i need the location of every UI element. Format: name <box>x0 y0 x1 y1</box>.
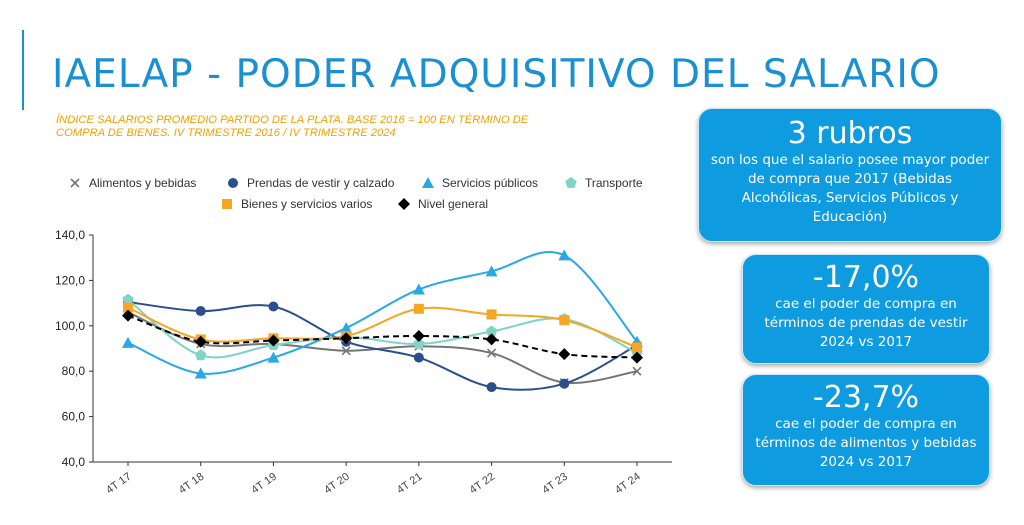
data-point-series-3 <box>195 349 207 361</box>
y-tick-label: 140,0 <box>55 228 85 242</box>
y-tick-label: 40,0 <box>62 455 86 469</box>
legend-label-5: Nivel general <box>418 197 488 211</box>
series-line-4 <box>127 306 638 349</box>
data-point-series-2 <box>485 265 498 277</box>
x-tick-label: 4T 24 <box>613 471 643 497</box>
data-point-series-2 <box>194 367 207 379</box>
data-point-series-3 <box>485 325 498 337</box>
data-point-series-2 <box>558 249 571 261</box>
y-tick-label: 100,0 <box>55 319 85 333</box>
legend-marker-2 <box>422 177 434 188</box>
data-point-series-0 <box>632 366 642 376</box>
data-point-series-0 <box>487 348 497 358</box>
data-point-series-1 <box>559 378 570 389</box>
page-title: IAELAP - PODER ADQUISITIVO DEL SALARIO <box>52 52 941 97</box>
data-point-series-1 <box>195 306 206 317</box>
y-tick-label: 80,0 <box>62 364 86 378</box>
data-point-series-1 <box>486 382 497 393</box>
data-point-series-5 <box>194 335 207 348</box>
data-point-series-2 <box>412 283 425 295</box>
legend-marker-1 <box>228 178 238 188</box>
data-point-series-5 <box>412 330 425 343</box>
y-tick-label: 120,0 <box>55 273 85 287</box>
data-point-series-4 <box>413 303 424 314</box>
data-point-series-4 <box>486 309 497 320</box>
data-point-series-5 <box>122 309 134 322</box>
card-rubros-text: son los que el salario posee mayor poder… <box>710 152 990 225</box>
legend-label-2: Servicios públicos <box>442 176 538 190</box>
card-rubros-value: 3 rubros <box>787 116 913 151</box>
data-point-series-0 <box>341 346 351 356</box>
card-alimentos-text: cae el poder de compra en términos de al… <box>755 416 977 470</box>
data-point-series-3 <box>413 338 425 349</box>
legend-marker-3 <box>565 177 577 188</box>
data-point-series-4 <box>123 302 133 313</box>
x-tick-label: 4T 22 <box>468 471 498 497</box>
info-card-rubros: 3 rubros son los que el salario posee ma… <box>698 108 1002 242</box>
legend-label-0: Alimentos y bebidas <box>89 176 196 190</box>
legend-marker-0 <box>70 178 80 188</box>
info-card-alimentos: -23,7% cae el poder de compra en término… <box>742 374 990 486</box>
data-point-series-5 <box>340 332 353 345</box>
data-point-series-5 <box>485 333 498 346</box>
x-tick-label: 4T 21 <box>395 471 425 497</box>
data-point-series-1 <box>413 352 424 363</box>
legend-marker-5 <box>398 198 410 210</box>
chart-subtitle: ÍNDICE SALARIOS PROMEDIO PARTIDO DE LA P… <box>56 114 529 139</box>
data-point-series-5 <box>631 351 643 364</box>
data-point-series-2 <box>267 351 280 363</box>
accent-divider-line <box>22 30 24 110</box>
x-tick-label: 4T 20 <box>322 471 352 497</box>
y-tick-label: 60,0 <box>62 410 86 424</box>
x-tick-label: 4T 18 <box>177 471 207 497</box>
x-tick-label: 4T 17 <box>104 471 134 497</box>
legend-label-4: Bienes y servicios varios <box>241 197 372 211</box>
card-prendas-value: -17,0% <box>812 260 920 295</box>
data-point-series-1 <box>268 301 279 312</box>
line-chart: 40,0 60,0 80,0 100,0 120,0 140,0 4T 17 4T 18 4T … <box>55 176 672 497</box>
legend-label-3: Transporte <box>585 176 643 190</box>
info-card-prendas: -17,0% cae el poder de compra en término… <box>742 254 990 364</box>
legend-label-1: Prendas de vestir y calzado <box>247 176 395 190</box>
data-point-series-4 <box>632 342 642 353</box>
data-point-series-5 <box>558 348 571 361</box>
data-point-series-2 <box>122 336 134 348</box>
legend-marker-4 <box>222 199 232 209</box>
data-point-series-3 <box>122 293 134 305</box>
series-line-5 <box>127 314 638 359</box>
series-line-0 <box>127 311 638 385</box>
card-alimentos-value: -23,7% <box>812 380 920 415</box>
data-point-series-5 <box>267 334 280 347</box>
x-tick-label: 4T 19 <box>249 471 279 497</box>
data-point-series-4 <box>559 315 570 326</box>
x-tick-label: 4T 23 <box>540 471 570 497</box>
card-prendas-text: cae el poder de compra en términos de pr… <box>764 296 968 350</box>
data-point-series-2 <box>340 322 353 334</box>
